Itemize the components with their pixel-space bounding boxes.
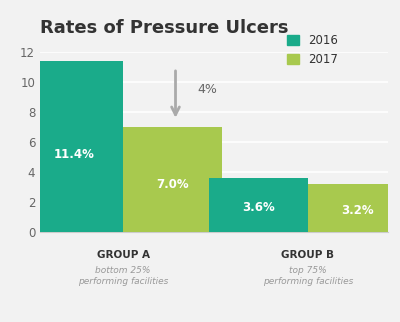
Legend: 2016, 2017: 2016, 2017 [282, 30, 343, 71]
Text: Rates of Pressure Ulcers: Rates of Pressure Ulcers [40, 19, 288, 37]
Text: top 75%
performing facilities: top 75% performing facilities [263, 266, 353, 286]
Bar [308, 184, 400, 232]
Text: GROUP A: GROUP A [97, 250, 150, 260]
Text: 3.2%: 3.2% [341, 204, 374, 217]
Text: 3.6%: 3.6% [242, 201, 275, 214]
Bar [25, 61, 123, 232]
Text: 11.4%: 11.4% [54, 148, 94, 161]
Bar [123, 127, 222, 232]
Bar [209, 178, 308, 232]
Text: bottom 25%
performing facilities: bottom 25% performing facilities [78, 266, 168, 286]
Text: 7.0%: 7.0% [156, 178, 189, 191]
Text: GROUP B: GROUP B [282, 250, 334, 260]
Text: 4%: 4% [197, 83, 217, 96]
